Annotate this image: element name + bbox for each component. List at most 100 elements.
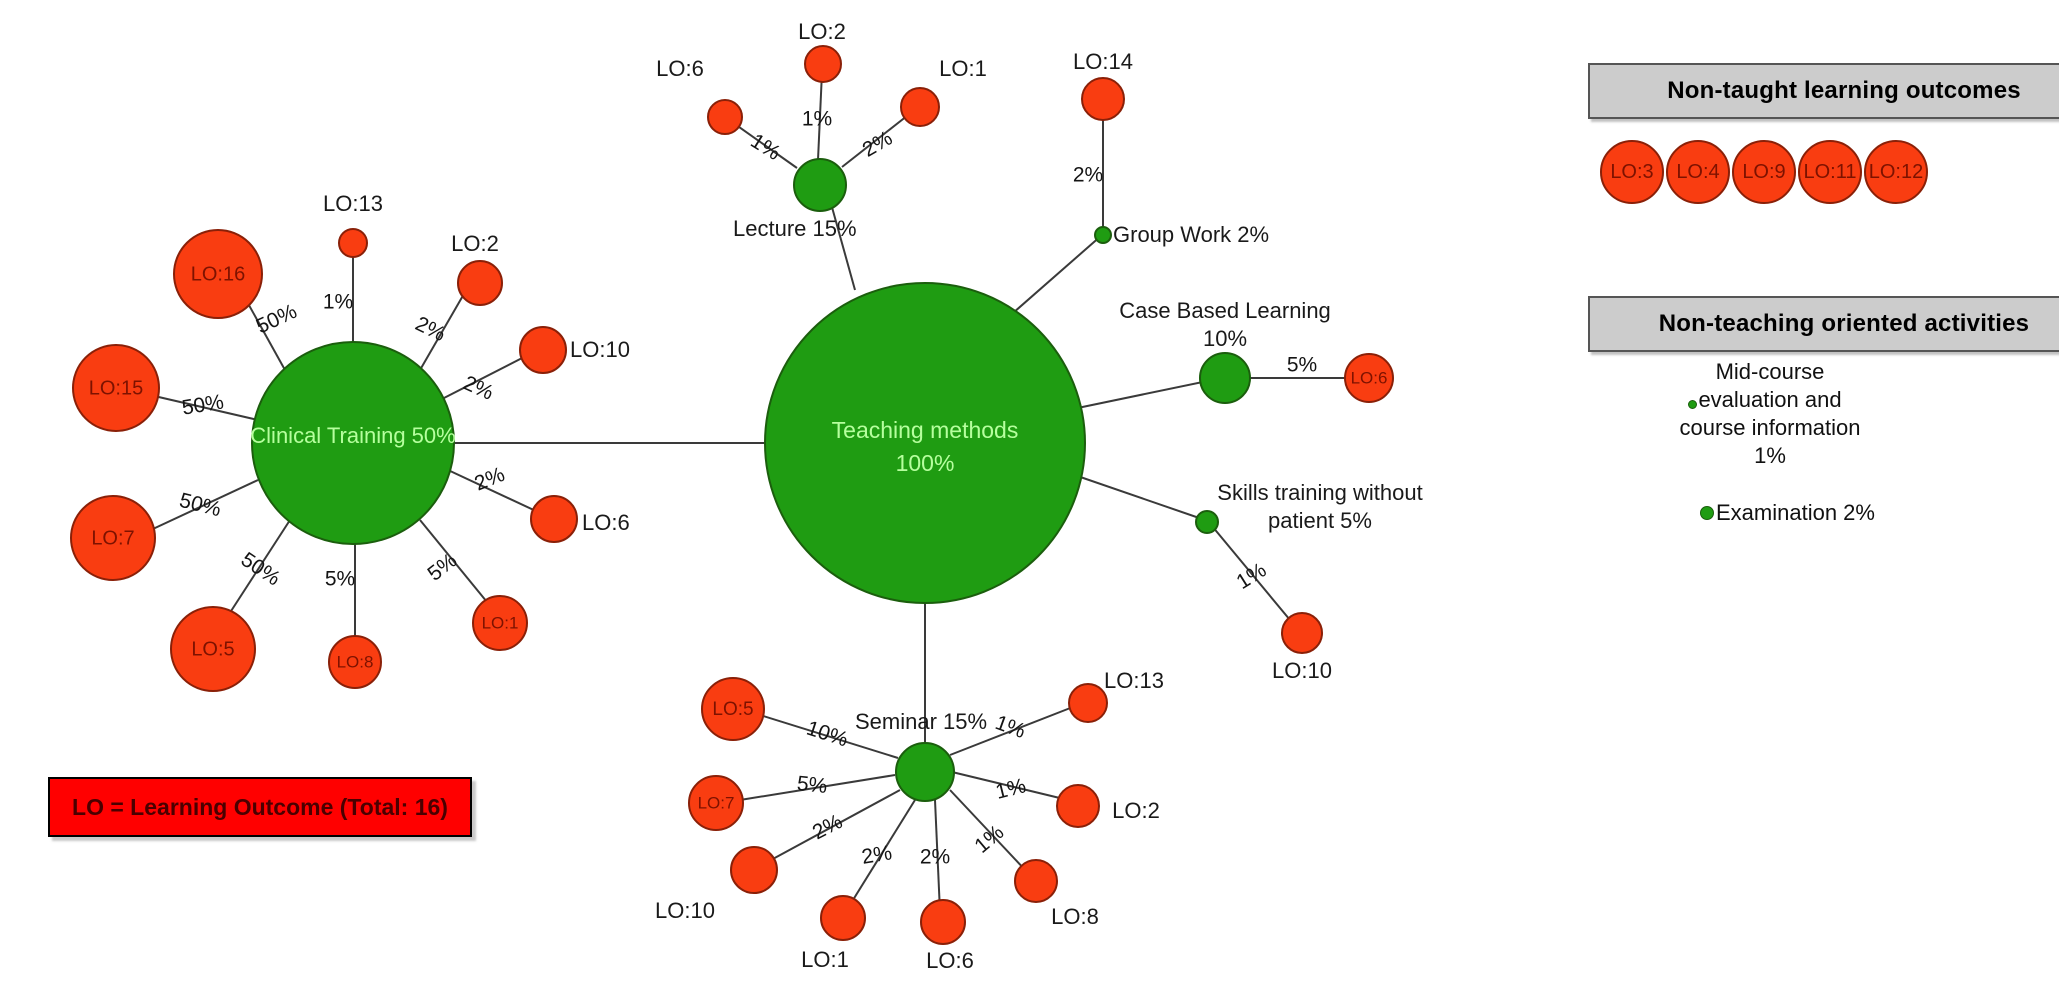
node-clinical-lo16[interactable] (173, 229, 263, 319)
edge-root-groupwork (1004, 234, 1103, 321)
label-case-based-learning-line2: 10% (1203, 326, 1247, 351)
panel-nontaught-header: Non-taught learning outcomes (1588, 63, 2059, 119)
label-teaching-methods-line1: Teaching methods (832, 417, 1019, 443)
edge-seminar-lo7 (739, 774, 896, 801)
pct-seminar-lo5: 10% (804, 717, 851, 752)
edge-skills-lo10 (1211, 525, 1296, 627)
pct-seminar-lo8: 1% (970, 821, 1008, 858)
label-seminar-lo5: LO:5 (712, 699, 753, 720)
node-clinical-lo10[interactable] (519, 326, 567, 374)
label-seminar-lo8: LO:8 (1051, 904, 1099, 929)
label-seminar-lo7: LO:7 (698, 793, 735, 812)
node-clinical-lo6[interactable] (530, 495, 578, 543)
edge-seminar-lo13 (949, 704, 1079, 756)
pct-clinical-lo5: 50% (237, 548, 285, 591)
pct-seminar-lo2: 1% (993, 774, 1028, 804)
legend-lo-3[interactable]: LO:3 (1600, 140, 1664, 204)
node-case-lo6[interactable] (1344, 353, 1394, 403)
node-skills-training[interactable] (1195, 510, 1219, 534)
node-clinical-training[interactable] (251, 341, 455, 545)
learning-outcome-key: LO = Learning Outcome (Total: 16) (48, 777, 472, 837)
node-group-work[interactable] (1094, 226, 1112, 244)
label-seminar-lo6: LO:6 (926, 948, 974, 973)
node-seminar-lo6[interactable] (920, 899, 966, 945)
label-skills-training-line2: patient 5% (1268, 508, 1372, 533)
node-lecture-lo6[interactable] (707, 99, 743, 135)
clinical-edges (139, 253, 539, 637)
label-case-lo6: LO:6 (1351, 368, 1388, 387)
skills-edges (1211, 525, 1296, 627)
label-seminar-lo1: LO:1 (801, 947, 849, 972)
node-lecture-lo2[interactable] (804, 45, 842, 83)
label-clinical-lo7: LO:7 (91, 527, 134, 549)
edge-clinical-lo7 (139, 479, 259, 536)
node-clinical-lo7[interactable] (70, 495, 156, 581)
green-dot-icon (1700, 506, 1714, 520)
label-seminar-lo2: LO:2 (1112, 798, 1160, 823)
node-seminar[interactable] (895, 742, 955, 802)
label-clinical-lo2: LO:2 (451, 231, 499, 256)
pct-clinical-lo8: 5% (325, 568, 355, 591)
node-case-based-learning[interactable] (1199, 352, 1251, 404)
legend-lo-12[interactable]: LO:12 (1864, 140, 1928, 204)
node-seminar-lo1[interactable] (820, 895, 866, 941)
activity-examination-label: Examination 2% (1716, 500, 1875, 525)
label-seminar-lo13: LO:13 (1104, 668, 1164, 693)
pct-groupwork-lo14: 2% (1073, 164, 1103, 187)
label-skills-lo10: LO:10 (1272, 658, 1332, 683)
legend-lo-4[interactable]: LO:4 (1666, 140, 1730, 204)
edge-seminar-lo10 (759, 789, 901, 867)
pct-clinical-lo6: 2% (471, 463, 508, 496)
edge-clinical-lo1 (419, 519, 488, 603)
node-teaching-methods[interactable] (764, 282, 1086, 604)
label-clinical-lo10: LO:10 (570, 337, 630, 362)
legend-lo-9[interactable]: LO:9 (1732, 140, 1796, 204)
edge-root-skills (1059, 469, 1206, 521)
node-seminar-lo2[interactable] (1056, 784, 1100, 828)
label-clinical-lo13: LO:13 (323, 191, 383, 216)
node-seminar-lo8[interactable] (1014, 859, 1058, 903)
node-clinical-lo1[interactable] (472, 595, 528, 651)
legend-lo-11[interactable]: LO:11 (1798, 140, 1862, 204)
label-clinical-lo1: LO:1 (482, 613, 519, 632)
activity-midcourse-evaluation: Mid-course evaluation and course informa… (1600, 358, 1920, 468)
activity-examination: Examination 2% (1600, 500, 2020, 526)
label-clinical-lo8: LO:8 (337, 652, 374, 671)
node-groupwork-lo14[interactable] (1081, 77, 1125, 121)
panel-nonteaching-header: Non-teaching oriented activities (1588, 296, 2059, 352)
pct-clinical-lo7: 50% (177, 489, 223, 521)
edge-clinical-lo6 (447, 469, 539, 513)
node-clinical-lo8[interactable] (328, 635, 382, 689)
node-clinical-lo5[interactable] (170, 606, 256, 692)
node-skills-lo10[interactable] (1281, 612, 1323, 654)
node-clinical-lo15[interactable] (72, 344, 160, 432)
green-dot-icon (1688, 400, 1697, 409)
pct-lecture-lo6: 1% (747, 129, 785, 165)
nonteaching-activities-list: Mid-course evaluation and course informa… (1600, 358, 2020, 526)
node-seminar-lo7[interactable] (688, 775, 744, 831)
node-clinical-lo2[interactable] (457, 260, 503, 306)
node-lecture-lo1[interactable] (900, 87, 940, 127)
pct-clinical-lo13: 1% (323, 291, 353, 314)
edge-clinical-lo10 (443, 354, 529, 399)
seminar-edges (739, 704, 1079, 913)
node-seminar-lo10[interactable] (730, 846, 778, 894)
pct-clinical-lo16: 50% (253, 300, 301, 339)
label-teaching-methods-line2: 100% (896, 450, 955, 476)
pct-lecture-lo2: 1% (802, 108, 832, 131)
label-groupwork-lo14: LO:14 (1073, 49, 1133, 74)
activity-midcourse-line1: Mid-course (1715, 359, 1825, 384)
activity-midcourse-line3: course information (1679, 415, 1861, 440)
node-seminar-lo13[interactable] (1068, 683, 1108, 723)
edge-lecture-lo1 (841, 111, 913, 168)
pct-seminar-lo13: 1% (992, 711, 1028, 743)
label-group-work: Group Work 2% (1113, 222, 1269, 247)
edge-clinical-lo5 (221, 519, 291, 626)
edge-seminar-lo2 (951, 771, 1069, 801)
node-clinical-lo13[interactable] (338, 228, 368, 258)
pct-clinical-lo10: 2% (460, 371, 497, 404)
node-lecture[interactable] (793, 158, 847, 212)
label-clinical-training: Clinical Training 50% (250, 423, 455, 448)
node-seminar-lo5[interactable] (701, 677, 765, 741)
